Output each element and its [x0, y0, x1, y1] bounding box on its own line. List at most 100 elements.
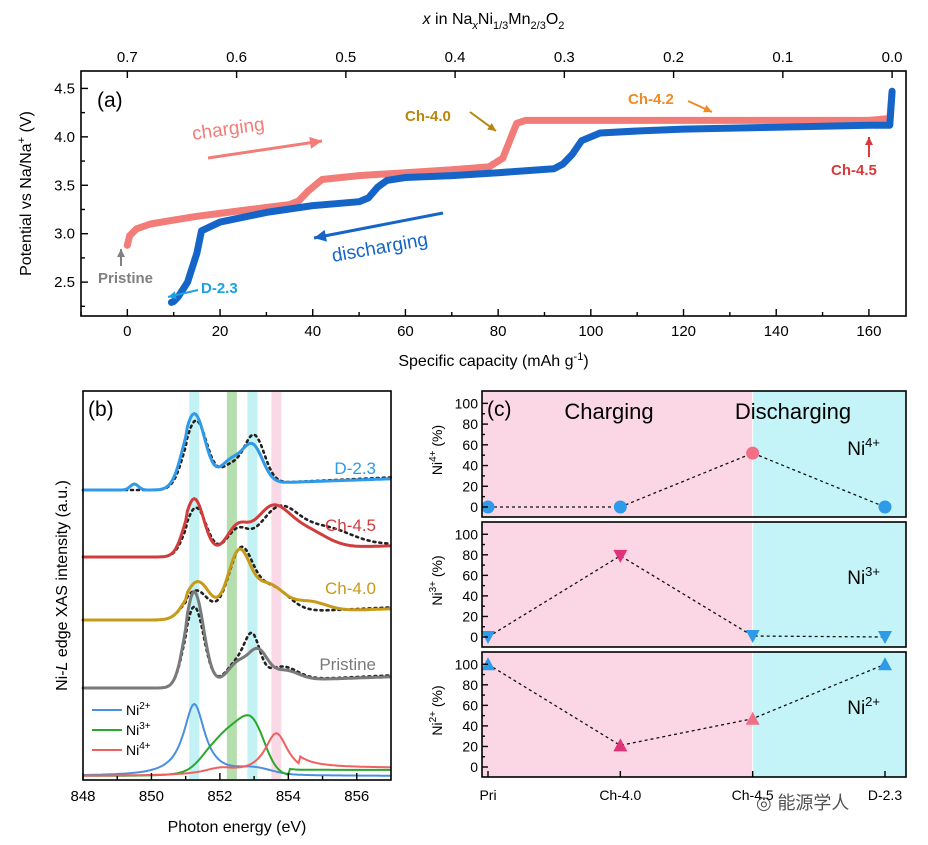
top-tick-label: 0.0	[882, 49, 903, 66]
y-label-post: edge XAS intensity (a.u.)	[54, 480, 71, 661]
top-tick-label: 0.7	[117, 49, 138, 66]
x-axis-label-text: Specific capacity (mAh g	[398, 353, 573, 370]
top-tick-label: 0.4	[445, 49, 466, 66]
top-label-o: O	[546, 11, 558, 28]
d23-label: D-2.3	[201, 280, 238, 297]
category-label: Ch-4.5	[732, 787, 774, 803]
spectrum-Pristine	[83, 589, 392, 690]
panel-a-voltage-profile: 0 20 40 60 80 100 120 140 160 2.5 3.0 3.5 4.0 4.5 0.7 0…	[16, 11, 907, 370]
spectrum-label-Ch-4.5: Ch-4.5	[325, 516, 376, 535]
species-name: Ni	[847, 568, 865, 589]
ylabel-pct: (%)	[429, 425, 445, 451]
y-tick-label: 0	[470, 759, 478, 775]
top-tick-label: 0.3	[554, 49, 575, 66]
species-sup: 2+	[865, 694, 880, 709]
series-discharging	[167, 87, 896, 306]
ch42-arrow-head	[703, 105, 712, 113]
watermark-text: 能源学人	[777, 793, 850, 814]
category-label: Pri	[479, 787, 496, 803]
top-label-x: x	[422, 11, 432, 28]
marker-Ch-4.0	[613, 500, 627, 514]
y-tick-label: 3.0	[54, 226, 75, 243]
species-label: Ni4+	[847, 435, 880, 460]
d23-arrow-head	[168, 291, 177, 300]
category-label: D-2.3	[868, 787, 902, 803]
species-label: Ni2+	[847, 694, 880, 719]
panel-c-label: (c)	[487, 398, 512, 421]
ch45-arrow-head	[865, 137, 873, 145]
species-label: Ni3+	[847, 564, 880, 589]
y-tick-label: 40	[462, 718, 478, 734]
y-axis-label: Ni2+ (%)	[428, 685, 445, 735]
ch40-label: Ch-4.0	[405, 108, 451, 125]
legend-label: Ni4+	[126, 741, 151, 758]
y-tick-label: 4.5	[54, 80, 75, 97]
y-tick-label: 80	[462, 547, 478, 563]
top-tick-label: 0.2	[663, 49, 684, 66]
ch45-label: Ch-4.5	[831, 162, 877, 179]
y-tick-label: 60	[462, 567, 478, 583]
spectrum-label-Ch-4.0: Ch-4.0	[325, 579, 376, 598]
x-axis-label: Photon energy (eV)	[168, 819, 307, 836]
region-discharging	[752, 652, 906, 777]
y-axis-label: Potential vs Na/Na+ (V)	[16, 111, 35, 276]
region-discharging	[752, 391, 906, 517]
y-axis-label: Ni-L edge XAS intensity (a.u.)	[54, 480, 71, 691]
legend-name: Ni	[126, 722, 139, 738]
plot-frame	[82, 390, 392, 781]
discharging-arrow-shaft	[313, 211, 444, 240]
y-tick-label: 4.0	[54, 129, 75, 146]
top-label-sub-2: 2	[558, 20, 564, 32]
trend-line	[488, 452, 886, 508]
subplot-frame	[481, 521, 907, 648]
plot-frame	[80, 70, 907, 317]
top-tick-label: 0.5	[335, 49, 356, 66]
y-tick-label: 100	[455, 656, 479, 672]
top-label-sub-x: x	[471, 20, 478, 32]
reference-Ni2+	[83, 702, 391, 777]
y-tick-label: 40	[462, 588, 478, 604]
panel-b-xas-spectra: D-2.3Ch-4.5Ch-4.0PristineNi2+Ni3+Ni4+848…	[54, 390, 393, 836]
ylabel-pct: (%)	[429, 685, 445, 711]
category-label: Ch-4.0	[599, 787, 641, 803]
subplot-frame	[481, 390, 907, 518]
marker-Ch-4.5	[746, 446, 760, 460]
top-label-mn: Mn	[508, 11, 530, 28]
y-tick-label: 80	[462, 416, 478, 432]
x-tick-label: 848	[70, 788, 95, 805]
region-charging	[482, 652, 753, 777]
y-tick-label: 20	[462, 738, 478, 754]
y-axis-label-end: (V)	[18, 111, 35, 137]
y-tick-label: 60	[462, 697, 478, 713]
y-tick-label: 2.5	[54, 274, 75, 291]
top-label-ni: Ni	[478, 11, 493, 28]
marker-D-2.3	[878, 631, 892, 644]
ch42-label: Ch-4.2	[628, 91, 674, 108]
legend-label: Ni2+	[126, 701, 151, 718]
discharging-label: discharging	[330, 229, 429, 267]
marker-Ch-4.5	[745, 711, 760, 725]
x-tick-label: 40	[304, 323, 321, 340]
pristine-arrow-head	[117, 249, 125, 257]
spectrum-Ch-4.5	[83, 497, 392, 559]
x-axis-label: Specific capacity (mAh g-1)	[398, 351, 588, 370]
spectrum-Ch-4.0	[83, 547, 392, 622]
legend-sup: 4+	[139, 741, 151, 752]
x-tick-label: 140	[764, 323, 789, 340]
y-tick-label: 100	[455, 526, 479, 542]
y-label-pre: Ni-	[54, 670, 71, 690]
legend-name: Ni	[126, 702, 139, 718]
x-axis-label-end: )	[583, 353, 588, 370]
x-axis-label-sup: -1	[574, 351, 584, 363]
species-sup: 3+	[865, 564, 880, 579]
marker-D-2.3	[878, 657, 892, 671]
y-label-italic: L	[54, 662, 71, 671]
marker-Ch-4.5	[745, 629, 760, 643]
highlight-band	[247, 392, 258, 779]
subplot-frame	[481, 651, 907, 778]
reference-Ni4+	[83, 732, 392, 777]
x-tick-label: 20	[212, 323, 229, 340]
region-charging	[482, 522, 753, 647]
